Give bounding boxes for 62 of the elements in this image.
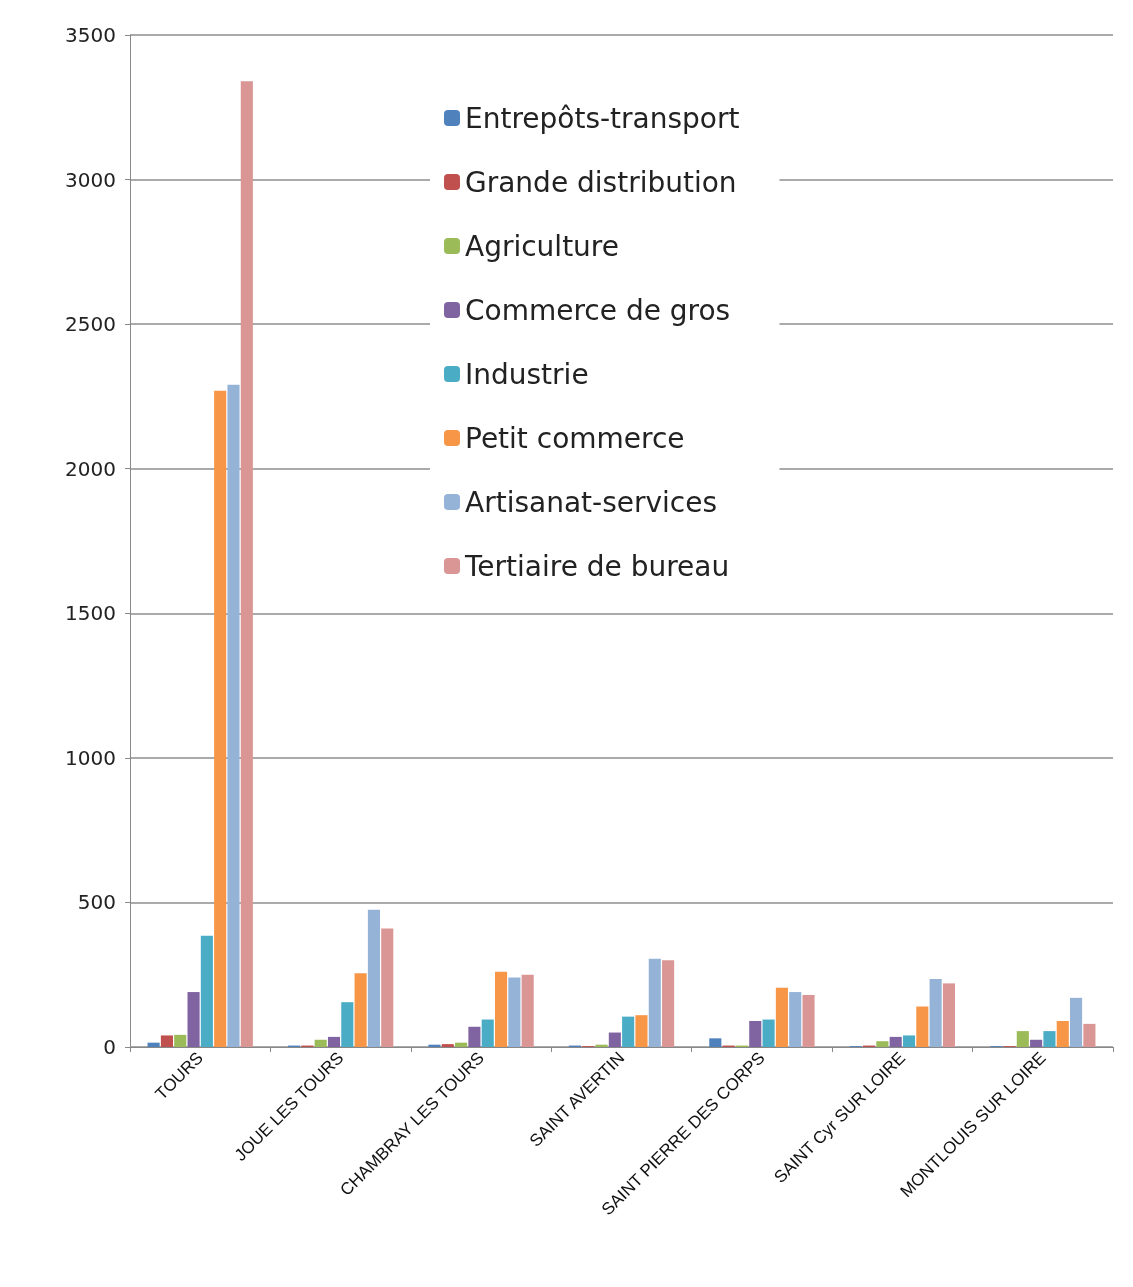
- bar: [314, 1039, 327, 1047]
- bar: [508, 977, 521, 1047]
- bar: [1070, 997, 1083, 1047]
- bar: [876, 1041, 889, 1047]
- bar: [494, 971, 508, 1047]
- bar: [709, 1038, 722, 1047]
- bar: [902, 1035, 916, 1047]
- bar: [354, 973, 367, 1047]
- y-tick-label: 3000: [65, 167, 116, 192]
- bar: [160, 1035, 173, 1047]
- bar: [227, 384, 240, 1047]
- bar: [200, 935, 213, 1047]
- bar: [1083, 1023, 1096, 1047]
- bar: [468, 1026, 481, 1047]
- bar: [174, 1034, 187, 1047]
- legend-label: Agriculture: [465, 229, 619, 263]
- bar: [1043, 1031, 1056, 1047]
- bar: [662, 960, 675, 1047]
- bar: [648, 958, 661, 1047]
- bar: [789, 992, 802, 1047]
- y-tick-label: 2000: [65, 456, 116, 481]
- legend-label: Artisanat-services: [465, 485, 718, 519]
- bar: [521, 974, 534, 1047]
- bar: [327, 1036, 341, 1047]
- bar: [455, 1042, 468, 1047]
- bar: [1056, 1020, 1069, 1047]
- bar: [341, 1002, 354, 1047]
- legend-label: Petit commerce: [465, 421, 685, 455]
- bar: [775, 987, 788, 1047]
- bar: [441, 1044, 454, 1047]
- bar: [916, 1006, 929, 1047]
- bar: [889, 1036, 902, 1047]
- legend-label: Tertiaire de bureau: [464, 549, 730, 583]
- bar: [147, 1042, 160, 1047]
- bar: [942, 983, 956, 1047]
- y-tick-label: 0: [103, 1035, 116, 1059]
- bar: [428, 1044, 441, 1047]
- bar: [595, 1044, 608, 1047]
- bar: [802, 994, 815, 1047]
- bar: [381, 928, 394, 1047]
- legend-label: Entrepôts-transport: [465, 101, 740, 135]
- bar: [622, 1016, 635, 1047]
- bar: [1030, 1039, 1043, 1047]
- y-tick-label: 3500: [65, 23, 116, 47]
- legend-label: Grande distribution: [465, 165, 737, 199]
- bar: [749, 1020, 762, 1047]
- bar: [635, 1015, 648, 1047]
- bar: [214, 390, 227, 1047]
- bar: [367, 909, 380, 1047]
- bar: [240, 81, 253, 1047]
- y-tick-label: 1000: [65, 745, 116, 770]
- y-tick-label: 1500: [65, 601, 116, 626]
- y-tick-label: 2500: [65, 312, 116, 337]
- y-tick-label: 500: [77, 890, 116, 915]
- legend-label: Commerce de gros: [465, 293, 731, 327]
- bar: [481, 1019, 494, 1047]
- bar: [1016, 1031, 1029, 1047]
- bar: [608, 1032, 621, 1047]
- legend-label: Industrie: [465, 357, 589, 391]
- bar: [187, 992, 200, 1047]
- bar: [929, 979, 942, 1047]
- bar: [762, 1019, 775, 1047]
